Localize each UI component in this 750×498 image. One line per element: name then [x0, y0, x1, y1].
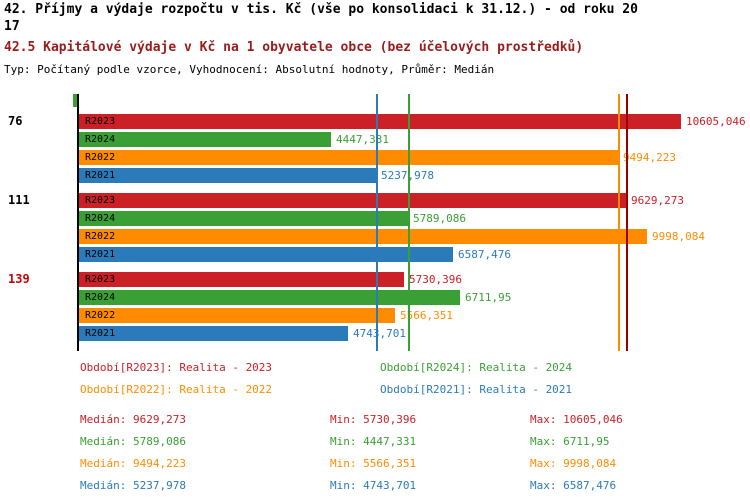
legend-item-r2022: Období[R2022]: Realita - 2022	[80, 383, 273, 396]
chart-subtitle: 42.5 Kapitálové výdaje v Kč na 1 obyvate…	[4, 40, 584, 55]
stat-median-r2022: Medián: 9494,223	[80, 457, 186, 470]
bar-chart: 76 R2023 10605,046 R2024 4447,331 R2022 9494,2…	[0, 88, 750, 354]
chart-meta-line: Typ: Počítaný podle vzorce, Vyhodnocení:…	[4, 63, 495, 76]
bar-value-label: 9998,084	[652, 230, 705, 243]
chart-legend: Období[R2023]: Realita - 2023 Období[R202…	[0, 358, 750, 408]
bar-year-label: R2022	[85, 231, 116, 242]
chart-title-line2: 17	[4, 19, 20, 34]
bar-value-label: 9629,273	[631, 194, 684, 207]
bar-value-label: 4447,331	[336, 133, 389, 146]
bar-year-label: R2022	[85, 310, 116, 321]
stat-median-r2021: Medián: 5237,978	[80, 479, 186, 492]
stat-max-r2021: Max: 6587,476	[530, 479, 617, 492]
bar-year-label: R2024	[85, 292, 116, 303]
bar-value-label: 4743,701	[353, 327, 406, 340]
group-rank-label: 111	[8, 193, 30, 207]
bar-value-label: 5566,351	[400, 309, 453, 322]
bar-year-label: R2022	[85, 152, 116, 163]
stat-min-r2022: Min: 5566,351	[330, 457, 417, 470]
median-line-r2021	[376, 94, 378, 351]
bar-value-label: 9494,223	[623, 151, 676, 164]
stat-median-r2024: Medián: 5789,086	[80, 435, 186, 448]
axis-origin-tick	[73, 94, 77, 107]
stat-max-r2023: Max: 10605,046	[530, 413, 623, 426]
bar-value-label: 6711,95	[465, 291, 512, 304]
bar-r2021-g2	[79, 247, 453, 262]
bar-value-label: 6587,476	[458, 248, 511, 261]
legend-item-r2023: Období[R2023]: Realita - 2023	[80, 361, 273, 374]
stat-max-r2022: Max: 9998,084	[530, 457, 617, 470]
group-rank-label: 76	[8, 114, 23, 128]
bar-r2023-g2	[79, 193, 626, 208]
bar-value-label: 5237,978	[381, 168, 434, 183]
stat-min-r2023: Min: 5730,396	[330, 413, 417, 426]
bar-r2023-g1	[79, 114, 681, 129]
stat-min-r2021: Min: 4743,701	[330, 479, 417, 492]
bar-year-label: R2023	[85, 274, 116, 285]
legend-item-r2021: Období[R2021]: Realita - 2021	[380, 383, 573, 396]
median-line-r2024	[408, 94, 410, 351]
bar-r2021-g3	[79, 326, 348, 341]
bar-r2023-g3	[79, 272, 404, 287]
bar-r2024-g3	[79, 290, 460, 305]
bar-year-label: R2024	[85, 134, 116, 145]
median-line-r2023	[626, 94, 628, 351]
bar-value-label: 10605,046	[686, 115, 746, 128]
stat-median-r2023: Medián: 9629,273	[80, 413, 186, 426]
chart-title-line1: 42. Příjmy a výdaje rozpočtu v tis. Kč (…	[4, 2, 638, 17]
bar-year-label: R2023	[85, 116, 116, 127]
bar-r2021-g1	[79, 168, 376, 183]
chart-stats: Medián: 9629,273 Min: 5730,396 Max: 10605,…	[0, 413, 750, 498]
bar-year-label: R2024	[85, 213, 116, 224]
legend-item-r2024: Období[R2024]: Realita - 2024	[380, 361, 573, 374]
stat-max-r2024: Max: 6711,95	[530, 435, 610, 448]
bar-r2024-g1	[79, 132, 331, 147]
y-axis-line	[77, 94, 79, 351]
group-rank-label: 139	[8, 272, 30, 286]
bar-year-label: R2021	[85, 328, 116, 339]
bar-value-label: 5789,086	[413, 212, 466, 225]
median-line-r2022	[618, 94, 620, 351]
bar-r2022-g3	[79, 308, 395, 323]
bar-year-label: R2021	[85, 170, 116, 181]
bar-r2022-g2	[79, 229, 647, 244]
bar-year-label: R2021	[85, 249, 116, 260]
bar-year-label: R2023	[85, 195, 116, 206]
bar-value-label: 5730,396	[409, 273, 462, 286]
bar-r2024-g2	[79, 211, 408, 226]
stat-min-r2024: Min: 4447,331	[330, 435, 417, 448]
bar-r2022-g1	[79, 150, 618, 165]
